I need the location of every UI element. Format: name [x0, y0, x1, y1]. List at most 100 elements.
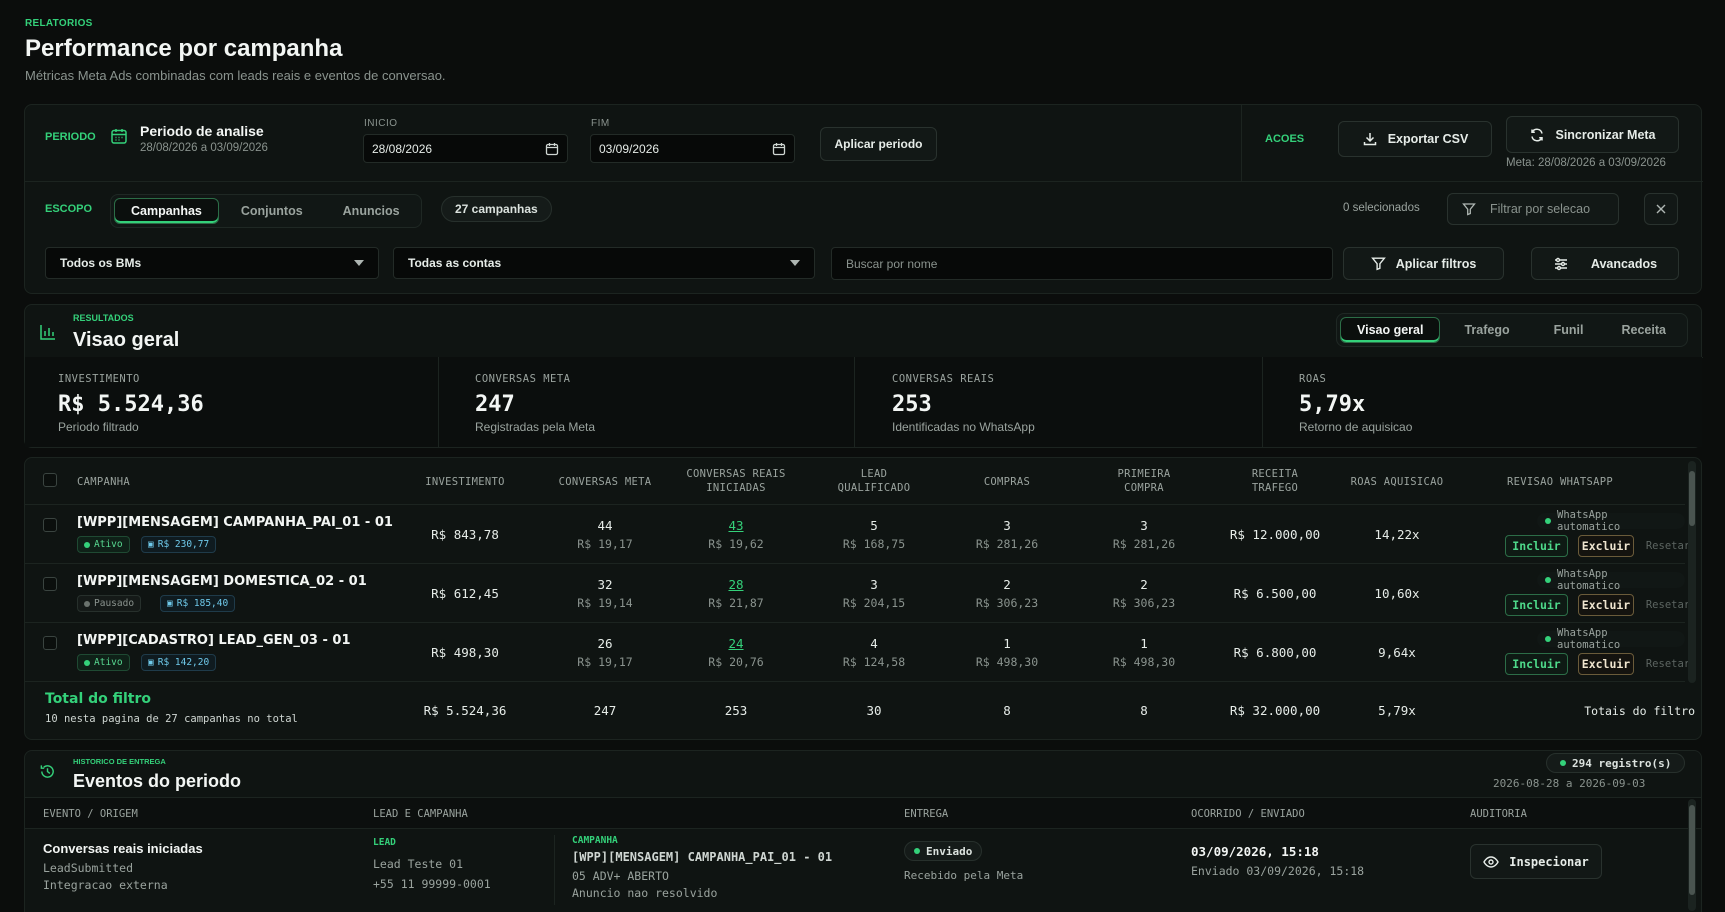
row-checkbox[interactable] [43, 636, 57, 650]
campaign-name[interactable]: [WPP][CADASTRO] LEAD_GEN_03 - 01 [77, 633, 351, 648]
real-conv-link[interactable]: 43 [728, 518, 744, 533]
tab-receita[interactable]: Receita [1621, 323, 1666, 337]
start-date-input[interactable]: 28/08/2026 [363, 134, 568, 163]
kpi-card: CONVERSAS REAIS 253 Identificadas no Wha… [855, 357, 1263, 447]
th-revenue-line1: RECEITA [1251, 468, 1299, 480]
cell-purchases: 1 R$ 498,30 [942, 636, 1072, 669]
table-scroll-thumb[interactable] [1689, 471, 1695, 526]
tab-funil[interactable]: Funil [1553, 323, 1584, 337]
bm-select[interactable]: Todos os BMs [45, 247, 379, 279]
chevron-down-icon [354, 260, 364, 266]
table-row[interactable]: [WPP][CADASTRO] LEAD_GEN_03 - 01 Ativo ▣… [25, 622, 1690, 681]
th-lead-campaign: LEAD E CAMPANHA [373, 808, 468, 820]
real-conv-cost: R$ 19,62 [708, 537, 764, 551]
real-conv-cost: R$ 20,76 [708, 655, 764, 669]
filter-selection-button[interactable]: Filtrar por selecao [1447, 193, 1619, 225]
real-conv-cost: R$ 21,87 [708, 596, 764, 610]
event-title: Conversas reais iniciadas [43, 841, 203, 856]
lead-phone: +55 11 99999-0001 [373, 877, 491, 891]
end-date-label: FIM [591, 118, 610, 129]
budget-badge: ▣ R$ 230,77 [141, 536, 217, 553]
include-button[interactable]: Incluir [1505, 653, 1568, 675]
reset-button[interactable]: Resetar [1645, 599, 1691, 611]
sliders-icon [1553, 256, 1569, 272]
table-row[interactable]: [WPP][MENSAGEM] CAMPANHA_PAI_01 - 01 Ati… [25, 504, 1690, 563]
reset-button[interactable]: Resetar [1645, 658, 1691, 670]
event-row[interactable]: Conversas reais iniciadas LeadSubmitted … [25, 829, 1685, 912]
table-row[interactable]: [WPP][MENSAGEM] DOMESTICA_02 - 01 Pausad… [25, 563, 1690, 622]
filters-divider [25, 181, 1703, 182]
apply-period-button[interactable]: Aplicar periodo [820, 127, 937, 161]
row-checkbox[interactable] [43, 577, 57, 591]
budget-icon: ▣ [148, 657, 154, 668]
cell-first-purchase: 3 R$ 281,26 [1079, 518, 1209, 551]
status-text: Ativo [94, 539, 123, 550]
th-real-conv-line2: INICIADAS [706, 482, 766, 494]
status-badge: Ativo [77, 536, 130, 553]
cell-lead: 4 R$ 124,58 [809, 636, 939, 669]
lead-campaign-divider [554, 835, 555, 905]
exclude-button[interactable]: Excluir [1578, 535, 1634, 557]
end-date-input[interactable]: 03/09/2026 [590, 134, 795, 163]
advanced-button[interactable]: Avancados [1531, 247, 1679, 280]
sync-meta-button[interactable]: Sincronizar Meta [1506, 116, 1679, 153]
page-header: RELATORIOS Performance por campanha Métr… [25, 18, 446, 83]
lead-value: 5 [870, 518, 878, 533]
reset-button[interactable]: Resetar [1645, 540, 1691, 552]
lead-name: Lead Teste 01 [373, 857, 464, 871]
clear-selection-button[interactable] [1644, 193, 1678, 225]
table-scrollbar[interactable] [1688, 461, 1696, 683]
budget-icon: ▣ [148, 539, 154, 550]
exclude-button[interactable]: Excluir [1578, 594, 1634, 616]
include-button[interactable]: Incluir [1505, 594, 1568, 616]
total-revenue: R$ 32.000,00 [1229, 703, 1321, 718]
tab-trafego[interactable]: Trafego [1464, 323, 1510, 337]
export-csv-button[interactable]: Exportar CSV [1338, 121, 1492, 157]
calendar-icon[interactable] [772, 142, 786, 156]
cell-first-purchase: 1 R$ 498,30 [1079, 636, 1209, 669]
search-input[interactable]: Buscar por nome [831, 247, 1333, 280]
event-type: LeadSubmitted [43, 861, 134, 875]
budget-badge: ▣ R$ 142,20 [141, 654, 217, 671]
cell-investment: R$ 498,30 [431, 645, 499, 660]
bar-chart-icon [39, 323, 57, 341]
inspect-button[interactable]: Inspecionar [1470, 844, 1602, 879]
th-real-conv-line1: CONVERSAS REAIS [686, 468, 786, 480]
cell-revenue: R$ 6.500,00 [1233, 586, 1317, 601]
apply-filters-button[interactable]: Aplicar filtros [1343, 247, 1504, 280]
events-range: 2026-08-28 a 2026-09-03 [1493, 777, 1646, 790]
events-scroll-thumb[interactable] [1689, 805, 1695, 895]
exclude-button[interactable]: Excluir [1578, 653, 1634, 675]
events-scrollbar[interactable] [1688, 799, 1696, 911]
campaign-name[interactable]: [WPP][MENSAGEM] DOMESTICA_02 - 01 [77, 574, 367, 589]
th-revenue: RECEITA TRAFEGO [1210, 467, 1340, 495]
kpi-value: 247 [475, 392, 515, 417]
period-section-label: PERIODO [45, 131, 96, 143]
occurred-at: 03/09/2026, 15:18 [1191, 844, 1319, 859]
meta-conv-cost: R$ 19,14 [577, 596, 633, 610]
include-button[interactable]: Incluir [1505, 535, 1568, 557]
th-first-purchase: PRIMEIRA COMPRA [1079, 467, 1209, 495]
tab-conjuntos[interactable]: Conjuntos [240, 204, 303, 218]
campaign-name[interactable]: [WPP][MENSAGEM] CAMPANHA_PAI_01 - 01 [77, 515, 393, 530]
select-all-checkbox[interactable] [43, 473, 57, 487]
account-select[interactable]: Todas as contas [393, 247, 815, 279]
calendar-icon[interactable] [545, 142, 559, 156]
tab-campanhas[interactable]: Campanhas [114, 198, 219, 224]
tab-anuncios[interactable]: Anuncios [342, 204, 400, 218]
cell-purchases: 2 R$ 306,23 [942, 577, 1072, 610]
advanced-label: Avancados [1590, 256, 1658, 271]
export-csv-label: Exportar CSV [1387, 132, 1469, 146]
budget-value: R$ 185,40 [176, 598, 229, 609]
real-conv-link[interactable]: 24 [728, 636, 744, 651]
wa-dot [1545, 636, 1551, 642]
cell-lead: 5 R$ 168,75 [809, 518, 939, 551]
row-checkbox[interactable] [43, 518, 57, 532]
real-conv-link[interactable]: 28 [728, 577, 744, 592]
kpi-card: CONVERSAS META 247 Registradas pela Meta [439, 357, 855, 447]
meta-conv-value: 32 [597, 577, 613, 592]
status-dot [84, 541, 90, 548]
tab-visao-geral[interactable]: Visao geral [1340, 317, 1441, 343]
first-cost: R$ 306,23 [1112, 596, 1176, 610]
total-meta-conv: 247 [593, 703, 617, 718]
